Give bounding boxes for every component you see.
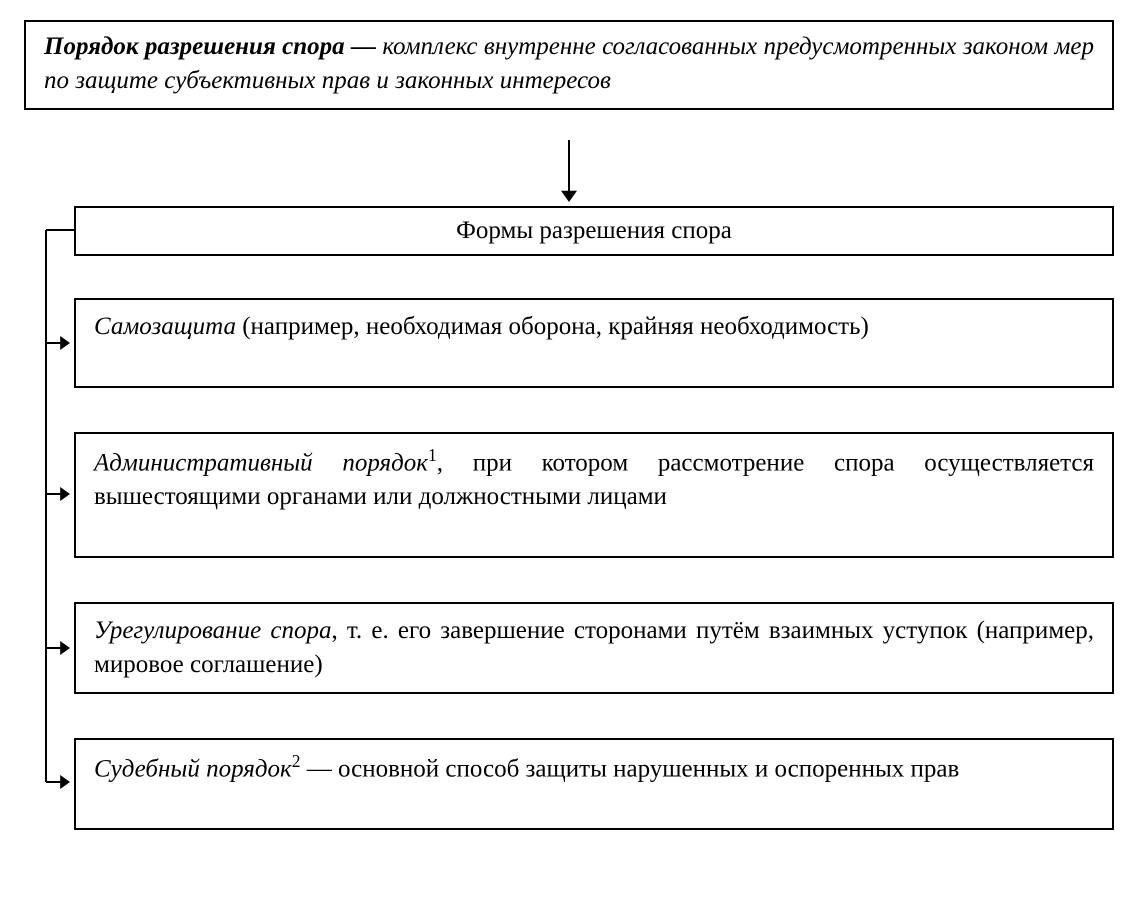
form-item-lead: Самозащита <box>94 313 236 340</box>
form-item-lead: Урегулирование спора <box>94 617 331 644</box>
definition-box: Порядок разрешения спора — комплекс внут… <box>24 20 1114 110</box>
form-item-box: Административный порядок1, при котором р… <box>74 432 1114 558</box>
forms-header-box: Формы разрешения спора <box>74 206 1114 256</box>
form-item-body: (например, необходимая оборона, крайняя … <box>236 313 869 340</box>
form-item-sup: 1 <box>428 445 437 465</box>
form-item-lead: Судебный порядок <box>94 755 292 782</box>
form-item-box: Урегулирование спора, т. е. его завершен… <box>74 602 1114 694</box>
definition-term: Порядок разрешения спора <box>44 33 345 60</box>
form-item-body: — основной способ защиты нарушенных и ос… <box>300 755 959 782</box>
forms-header-text: Формы разрешения спора <box>456 217 732 244</box>
form-item-lead: Административный порядок <box>94 449 428 476</box>
definition-dash: — <box>345 33 383 60</box>
form-item-box: Судебный порядок2 — основной способ защи… <box>74 738 1114 830</box>
form-item-box: Самозащита (например, необходимая оборон… <box>74 298 1114 388</box>
